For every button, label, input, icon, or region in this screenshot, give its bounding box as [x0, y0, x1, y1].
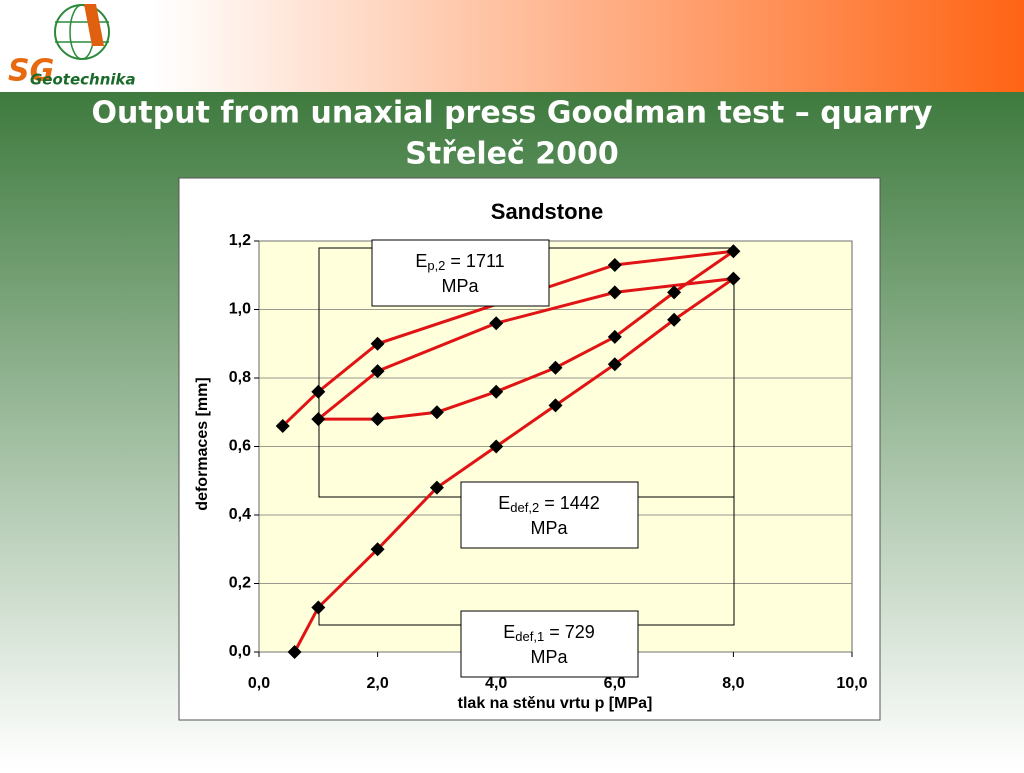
- y-tick-label: 0,2: [229, 575, 251, 592]
- logo: SG Geotechnika: [8, 4, 136, 89]
- annotation-symbol: E: [498, 493, 510, 513]
- logo-mark: SG: [8, 54, 54, 89]
- data-point: [607, 357, 622, 372]
- data-point: [370, 542, 385, 557]
- data-point: [607, 329, 622, 344]
- annotation-value: = 729: [544, 622, 595, 642]
- x-tick-label: 2,0: [366, 675, 388, 692]
- x-tick-label: 10,0: [836, 675, 867, 692]
- x-axis-label: tlak na stěnu vrtu p [MPa]: [458, 695, 653, 712]
- y-tick-label: 1,0: [229, 301, 251, 318]
- annotation-box: [371, 239, 550, 307]
- data-point: [311, 412, 326, 427]
- annotation-unit: MPa: [530, 518, 568, 538]
- annotation-unit: MPa: [530, 647, 568, 667]
- annotation-value: = 1442: [539, 493, 600, 513]
- data-point: [429, 480, 444, 495]
- data-point: [489, 439, 504, 454]
- annotation-subscript: def,1: [515, 629, 544, 644]
- slide-title: Střeleč 2000: [405, 137, 618, 172]
- data-point: [489, 384, 504, 399]
- data-point: [370, 412, 385, 427]
- y-tick-label: 0,0: [229, 643, 251, 660]
- y-tick-label: 0,4: [229, 506, 251, 523]
- logo-name: Geotechnika: [30, 71, 136, 89]
- data-point: [370, 364, 385, 379]
- data-point: [607, 285, 622, 300]
- data-point: [726, 244, 741, 259]
- plot: [275, 244, 741, 659]
- annotation-subscript: p,2: [427, 258, 445, 273]
- annotation-unit: MPa: [441, 276, 479, 296]
- slide-title: Output from unaxial press Goodman test –…: [92, 96, 933, 131]
- y-tick-label: 0,6: [229, 438, 251, 455]
- annotation-symbol: E: [503, 622, 515, 642]
- y-tick-label: 1,2: [229, 232, 251, 249]
- annotation-text: Edef,1 = 729: [503, 622, 594, 645]
- annotation-symbol: E: [415, 251, 427, 271]
- annotation-box: [460, 610, 639, 678]
- data-point: [287, 645, 302, 659]
- annotation-text: Ep,2 = 1711: [415, 251, 504, 274]
- data-point: [429, 405, 444, 420]
- y-tick-label: 0,8: [229, 369, 251, 386]
- data-point: [370, 336, 385, 351]
- annotation-text: Edef,2 = 1442: [498, 493, 600, 516]
- data-point: [548, 360, 563, 375]
- x-tick-label: 6,0: [604, 675, 626, 692]
- data-point: [275, 418, 290, 433]
- annotation-value: = 1711: [445, 251, 504, 271]
- data-line: [281, 249, 735, 653]
- x-tick-label: 8,0: [722, 675, 744, 692]
- annotation-box: [460, 481, 639, 549]
- data-point: [489, 316, 504, 331]
- y-axis-label: deformaces [mm]: [194, 377, 211, 510]
- data-point: [726, 271, 741, 286]
- data-point: [311, 600, 326, 615]
- header-band: [0, 0, 1024, 92]
- data-point: [607, 257, 622, 272]
- data-point: [667, 285, 682, 300]
- chart-title: Sandstone: [491, 199, 603, 224]
- annotation-subscript: def,2: [510, 500, 539, 515]
- x-tick-label: 4,0: [485, 675, 507, 692]
- x-tick-label: 0,0: [248, 675, 270, 692]
- data-point: [667, 312, 682, 327]
- data-point: [548, 398, 563, 413]
- data-point: [311, 384, 326, 399]
